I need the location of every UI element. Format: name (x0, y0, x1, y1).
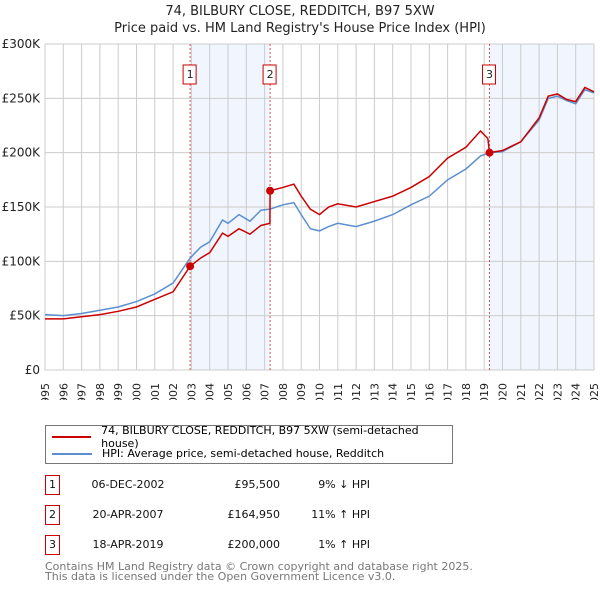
price-chart: 1995 1996 1997 1998 1999 2000 2001 2002 2003 2004… (2, 37, 600, 400)
x-tick-label: 2019 (478, 383, 491, 400)
x-tick-label: 2009 (295, 383, 308, 400)
x-tick-label: 2006 (240, 383, 253, 400)
sale-marker-label: 1 (187, 68, 194, 81)
legend-swatch-property (52, 435, 92, 438)
x-tick-label: 1999 (112, 383, 125, 400)
x-tick-label: 2004 (204, 383, 217, 400)
sale-date: 06-DEC-2002 (91, 478, 165, 491)
x-tick-label: 2025 (588, 383, 600, 400)
sale-row: 2 20-APR-2007 £164,950 11% ↑ HPI (45, 505, 445, 525)
sale-hpi-diff: 11% ↑ HPI (311, 508, 370, 521)
y-tick-label: £0 (25, 363, 40, 377)
footer: Contains HM Land Registry data © Crown c… (45, 560, 473, 583)
y-tick-label: £150K (2, 200, 42, 214)
x-tick-label: 2017 (442, 383, 455, 400)
footer-line: This data is licensed under the Open Gov… (45, 570, 396, 583)
x-tick-label: 2016 (423, 383, 436, 400)
legend-label-property: 74, BILBURY CLOSE, REDDITCH, B97 5XW (se… (101, 423, 419, 450)
x-tick-label: 2003 (185, 383, 198, 400)
x-tick-label: 1998 (94, 383, 107, 400)
y-tick-label: £100K (2, 254, 42, 268)
x-tick-label: 2008 (277, 383, 290, 400)
sale-hpi-diff: 9% ↓ HPI (318, 478, 370, 491)
sale-number-badge: 2 (45, 505, 60, 525)
sale-point (186, 262, 195, 271)
x-tick-label: 2018 (460, 383, 473, 400)
y-tick-label: £50K (9, 309, 41, 323)
x-tick-label: 2010 (314, 383, 327, 400)
chart-title: 74, BILBURY CLOSE, REDDITCH, B97 5XW (165, 4, 435, 19)
sale-marker-label: 3 (486, 68, 493, 81)
sale-hpi-diff: 1% ↑ HPI (318, 538, 370, 551)
sale-marker-box (482, 64, 497, 85)
sale-marker-box (182, 64, 197, 85)
sale-point (485, 148, 494, 157)
x-tick-label: 2007 (259, 383, 272, 400)
y-tick-label: £250K (2, 91, 42, 105)
x-tick-label: 2002 (167, 383, 180, 400)
legend: 74, BILBURY CLOSE, REDDITCH, B97 5XW (se… (45, 423, 453, 464)
sale-row: 1 06-DEC-2002 £95,500 9% ↓ HPI (45, 475, 445, 495)
x-tick-label: 2015 (405, 383, 418, 400)
x-tick-label: 2005 (222, 383, 235, 400)
legend-label-hpi: HPI: Average price, semi-detached house,… (102, 447, 385, 460)
sale-point (266, 186, 275, 195)
x-tick-label: 1995 (39, 383, 52, 400)
sale-price: £200,000 (227, 538, 281, 551)
x-tick-label: 2011 (332, 383, 345, 400)
x-tick-label: 2021 (515, 383, 528, 400)
sale-price: £95,500 (234, 478, 281, 491)
plot-border (44, 43, 595, 371)
x-tick-label: 2022 (533, 383, 546, 400)
x-tick-label: 2013 (368, 383, 381, 400)
x-tick-label: 2024 (570, 383, 583, 400)
footer-line: Contains HM Land Registry data © Crown c… (45, 560, 473, 573)
sale-marker-box (262, 64, 277, 85)
x-tick-label: 2001 (149, 383, 162, 400)
sale-date: 20-APR-2007 (92, 508, 164, 521)
sale-marker-label: 2 (267, 68, 274, 81)
x-tick-label: 2023 (551, 383, 564, 400)
sale-date: 18-APR-2019 (92, 538, 164, 551)
sale-number-badge: 3 (45, 535, 60, 555)
sale-row: 3 18-APR-2019 £200,000 1% ↑ HPI (45, 535, 445, 555)
y-tick-label: £200K (2, 146, 42, 160)
x-tick-label: 2020 (497, 383, 510, 400)
x-tick-label: 1996 (57, 383, 70, 400)
x-tick-label: 2012 (350, 383, 363, 400)
x-tick-label: 1997 (76, 383, 89, 400)
y-tick-label: £300K (2, 37, 42, 51)
x-tick-label: 2014 (387, 383, 400, 400)
chart-subtitle: Price paid vs. HM Land Registry's House … (114, 21, 486, 36)
property-price-line (45, 86, 595, 320)
x-tick-label: 2000 (131, 383, 144, 400)
sale-number-badge: 1 (45, 475, 60, 495)
sale-price: £164,950 (227, 508, 281, 521)
legend-swatch-hpi (52, 452, 92, 455)
